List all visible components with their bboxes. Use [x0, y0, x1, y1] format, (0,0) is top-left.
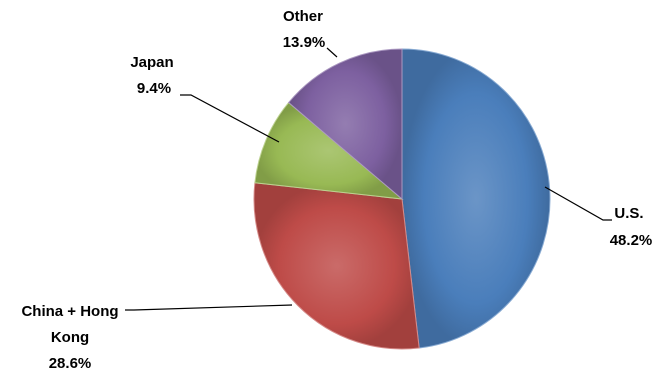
leader-line-other	[326, 47, 338, 58]
slice-value-us: 48.2%	[610, 232, 653, 249]
slice-label-china-line1: China + Hong	[21, 303, 118, 320]
slice-label-japan: Japan	[130, 54, 173, 71]
leader-line-us	[544, 186, 612, 221]
leader-lines-layer	[125, 47, 612, 311]
slice-value-japan: 9.4%	[137, 80, 171, 97]
pie-slice-other	[287, 48, 403, 201]
slices-layer	[253, 48, 551, 350]
leader-line-china-hong-kong	[125, 304, 293, 311]
slice-label-other: Other	[283, 8, 323, 25]
pie-slice-japan	[254, 101, 404, 200]
pie-slice-china-hong-kong	[253, 182, 420, 350]
slice-value-other: 13.9%	[283, 34, 326, 51]
leader-line-japan	[180, 94, 280, 143]
slice-label-us: U.S.	[614, 205, 643, 222]
pie-slice-us	[401, 48, 551, 349]
labels-layer: U.S. 48.2% China + Hong Kong 28.6% Japan…	[21, 8, 652, 372]
slice-value-china: 28.6%	[49, 355, 92, 372]
slice-label-china-line2: Kong	[51, 329, 89, 346]
